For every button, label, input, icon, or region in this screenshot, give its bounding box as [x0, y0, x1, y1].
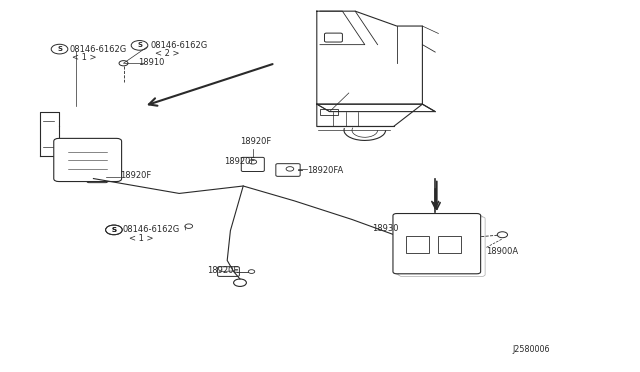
- Text: < 2 >: < 2 >: [155, 49, 179, 58]
- Bar: [406, 236, 429, 253]
- Text: 18920F: 18920F: [224, 157, 255, 166]
- Text: 18920E: 18920E: [207, 266, 238, 275]
- Text: 08146-6162G: 08146-6162G: [123, 225, 180, 234]
- Text: < 1 >: < 1 >: [129, 234, 154, 243]
- Text: 18920FA: 18920FA: [307, 166, 344, 174]
- Text: 18920F: 18920F: [240, 137, 271, 146]
- FancyBboxPatch shape: [54, 138, 122, 182]
- FancyBboxPatch shape: [87, 172, 108, 183]
- FancyBboxPatch shape: [276, 164, 300, 176]
- FancyBboxPatch shape: [399, 217, 485, 276]
- Text: J2580006: J2580006: [512, 345, 550, 354]
- FancyBboxPatch shape: [393, 214, 481, 274]
- Text: 18930: 18930: [372, 224, 399, 233]
- FancyBboxPatch shape: [218, 267, 239, 276]
- Text: S: S: [111, 227, 116, 233]
- FancyBboxPatch shape: [396, 215, 483, 275]
- Text: S: S: [137, 42, 142, 48]
- Text: 08146-6162G: 08146-6162G: [69, 45, 126, 54]
- Text: < 1 >: < 1 >: [72, 53, 97, 62]
- Text: S: S: [57, 46, 62, 52]
- Bar: [320, 109, 338, 115]
- FancyBboxPatch shape: [324, 33, 342, 42]
- Text: 18910: 18910: [138, 58, 164, 67]
- Text: 18900A: 18900A: [486, 247, 518, 256]
- Text: 18920F: 18920F: [120, 171, 152, 180]
- Text: 08146-6162G: 08146-6162G: [150, 41, 207, 50]
- Text: S: S: [111, 227, 116, 233]
- Bar: [438, 236, 461, 253]
- FancyBboxPatch shape: [241, 157, 264, 171]
